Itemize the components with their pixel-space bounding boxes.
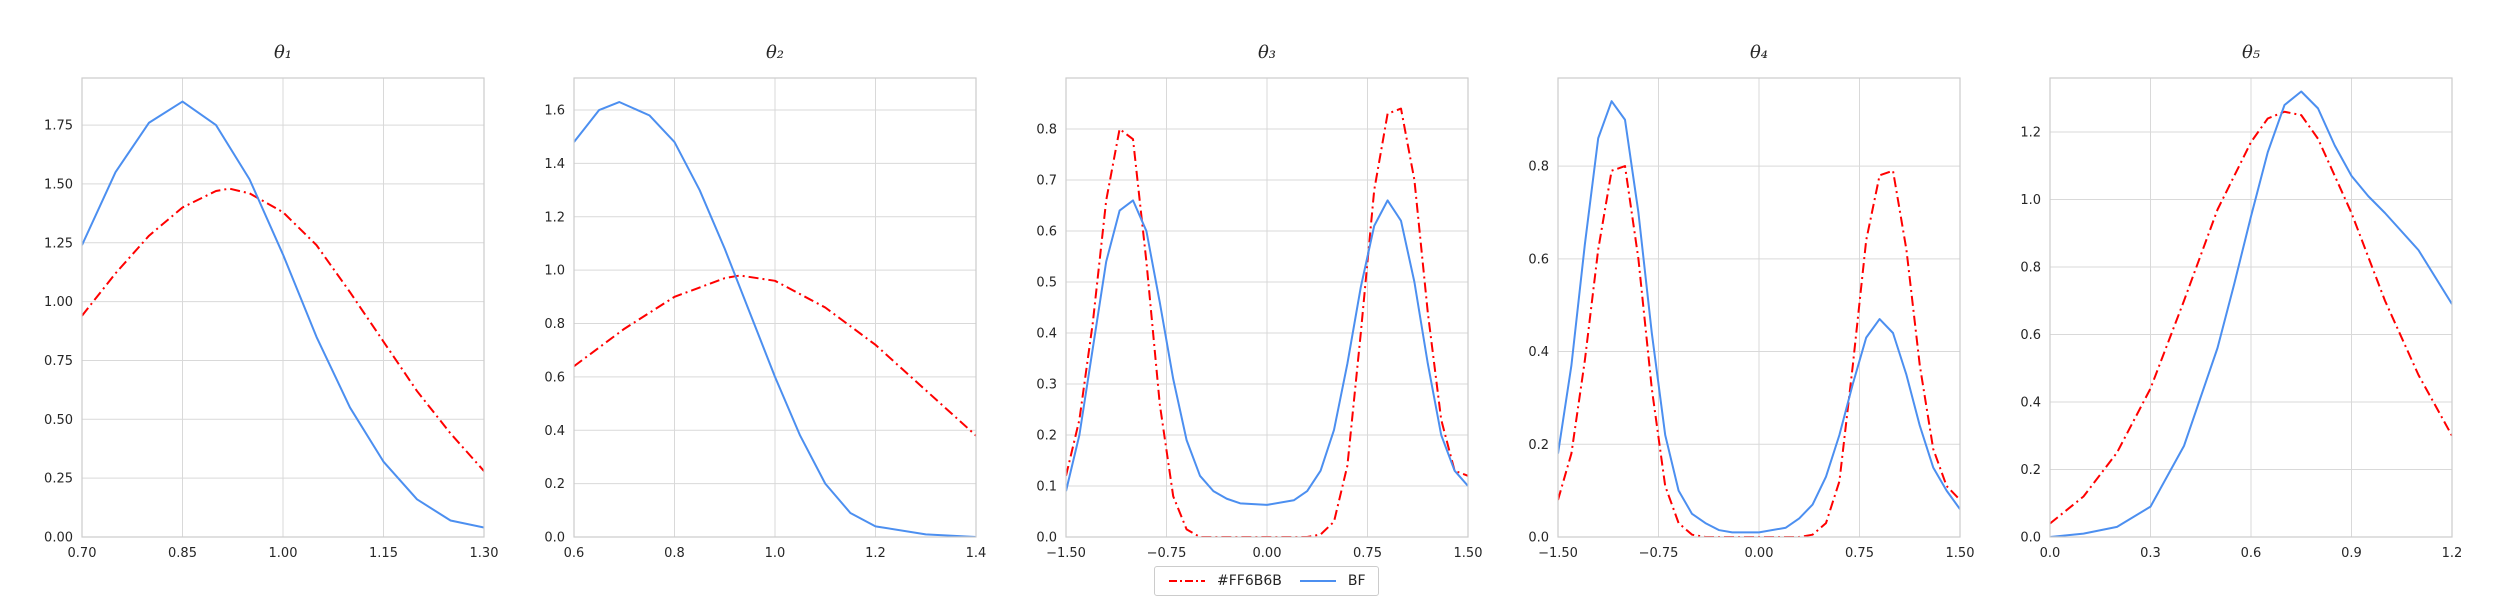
y-tick-label: 0.75 — [44, 354, 73, 369]
y-tick-label: 1.2 — [2020, 126, 2041, 141]
y-tick-label: 0.0 — [544, 531, 565, 546]
legend-item-bf: BF — [1298, 573, 1366, 589]
y-tick-label: 0.0 — [2020, 531, 2041, 546]
x-tick-label: 1.50 — [1454, 546, 1483, 561]
chart-panel-2: 0.6 0.8 1.0 1.2 1.4 0.0 0.2 0.4 0.6 0.8 1.0 1.2 1.4 1… — [544, 42, 986, 561]
axes-frame — [81, 77, 485, 538]
y-tick-label: 1.6 — [544, 104, 565, 119]
y-tick-label: 0.4 — [1528, 345, 1549, 360]
y-tick-label: 1.75 — [44, 119, 73, 134]
series-line-bf — [574, 101, 976, 537]
x-tick-label: 0.85 — [168, 546, 197, 561]
axes-frame — [1557, 77, 1961, 538]
y-tick-label: 0.00 — [44, 531, 73, 546]
series-line-bf — [2050, 90, 2452, 537]
chart-title: θ₁ — [274, 42, 292, 63]
legend: #FF6B6B BF — [1154, 566, 1379, 596]
y-tick-label: 0.0 — [1036, 531, 1057, 546]
y-tick-label: 1.00 — [44, 295, 73, 310]
y-tick-label: 1.0 — [544, 264, 565, 279]
x-tick-label: 1.30 — [470, 546, 499, 561]
y-tick-label: 0.6 — [1528, 252, 1549, 267]
x-tick-label: −0.75 — [1147, 546, 1187, 561]
y-tick-label: 0.6 — [544, 370, 565, 385]
chart-title: θ₄ — [1750, 42, 1768, 63]
x-tick-label: 1.15 — [369, 546, 398, 561]
y-tick-label: 0.1 — [1036, 480, 1057, 495]
x-tick-label: 0.6 — [2241, 546, 2262, 561]
y-tick-label: 0.2 — [2020, 463, 2041, 478]
x-tick-label: 1.50 — [1946, 546, 1975, 561]
legend-swatch-solid — [1299, 580, 1336, 582]
y-tick-label: 0.2 — [1528, 438, 1549, 453]
x-tick-label: 1.2 — [865, 546, 886, 561]
chart-panel-3: −1.50 −0.75 0.00 0.75 1.50 0.0 0.1 0.2 0.3 0.4 0.5… — [1036, 42, 1482, 561]
series-line-ff6b6b — [2050, 110, 2452, 525]
x-tick-label: 0.00 — [1745, 546, 1774, 561]
chart-title: θ₂ — [766, 42, 784, 63]
y-tick-label: 0.4 — [1036, 327, 1057, 342]
y-tick-label: 0.6 — [1036, 225, 1057, 240]
x-tick-label: −1.50 — [1046, 546, 1086, 561]
y-tick-label: 1.50 — [44, 177, 73, 192]
y-tick-label: 1.25 — [44, 236, 73, 251]
y-tick-label: 0.5 — [1036, 276, 1057, 291]
x-tick-label: 1.4 — [966, 546, 987, 561]
x-tick-label: 0.3 — [2140, 546, 2161, 561]
x-tick-label: 1.00 — [269, 546, 298, 561]
axes-frame — [1065, 77, 1469, 538]
x-tick-label: −0.75 — [1639, 546, 1679, 561]
x-tick-label: 0.0 — [2040, 546, 2061, 561]
y-tick-label: 0.50 — [44, 413, 73, 428]
y-tick-label: 0.7 — [1036, 174, 1057, 189]
y-tick-label: 0.8 — [544, 317, 565, 332]
y-tick-label: 0.8 — [2020, 261, 2041, 276]
chart-title: θ₃ — [1258, 42, 1276, 63]
x-tick-label: −1.50 — [1538, 546, 1578, 561]
x-tick-label: 1.0 — [765, 546, 786, 561]
y-tick-label: 0.2 — [1036, 429, 1057, 444]
axes-frame — [2049, 77, 2453, 538]
legend-label: #FF6B6B — [1217, 573, 1282, 589]
axes-frame — [573, 77, 977, 538]
chart-panel-5: 0.0 0.3 0.6 0.9 1.2 0.0 0.2 0.4 0.6 0.8 1.0 1.2 θ₅ — [2020, 42, 2462, 561]
y-tick-label: 0.4 — [2020, 396, 2041, 411]
x-tick-label: 0.8 — [664, 546, 685, 561]
y-tick-label: 0.2 — [544, 477, 565, 492]
chart-panel-4: −1.50 −0.75 0.00 0.75 1.50 0.0 0.2 0.4 0.6 0.8 θ₄ — [1528, 42, 1974, 561]
legend-swatch-dashdot — [1169, 580, 1205, 582]
series-line-bf — [1558, 100, 1960, 534]
y-tick-label: 1.4 — [544, 157, 565, 172]
y-tick-label: 0.6 — [2020, 328, 2041, 343]
y-tick-label: 0.8 — [1036, 123, 1057, 138]
series-line-ff6b6b — [1558, 165, 1960, 537]
y-tick-label: 0.0 — [1528, 531, 1549, 546]
x-tick-label: 0.9 — [2341, 546, 2362, 561]
series-line-bf — [82, 100, 484, 529]
y-tick-label: 1.0 — [2020, 193, 2041, 208]
chart-panel-1: 0.70 0.85 1.00 1.15 1.30 0.00 0.25 0.50 0.75 1.00… — [44, 42, 498, 561]
series-line-bf — [1066, 199, 1468, 506]
chart-title: θ₅ — [2242, 42, 2260, 63]
x-tick-label: 0.75 — [1353, 546, 1382, 561]
y-tick-label: 0.4 — [544, 424, 565, 439]
y-tick-label: 0.25 — [44, 472, 73, 487]
legend-item-ff6b6b: #FF6B6B — [1167, 573, 1282, 589]
series-line-ff6b6b — [574, 274, 976, 437]
legend-label: BF — [1347, 573, 1366, 589]
y-tick-label: 0.3 — [1036, 378, 1057, 393]
x-tick-label: 1.2 — [2442, 546, 2463, 561]
x-tick-label: 0.6 — [564, 546, 585, 561]
x-tick-label: 0.00 — [1253, 546, 1282, 561]
x-tick-label: 0.70 — [68, 546, 97, 561]
y-tick-label: 1.2 — [544, 210, 565, 225]
y-tick-label: 0.8 — [1528, 160, 1549, 175]
x-tick-label: 0.75 — [1845, 546, 1874, 561]
